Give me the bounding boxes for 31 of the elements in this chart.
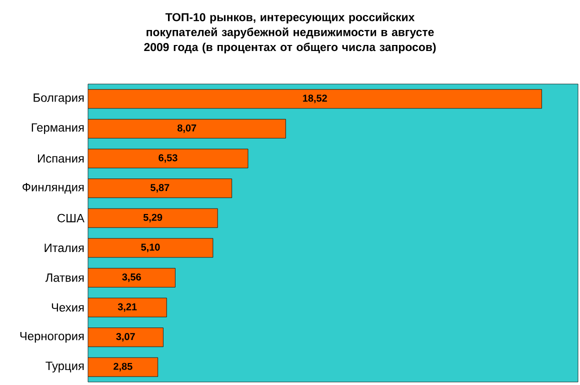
bar	[88, 268, 176, 288]
bar	[88, 208, 218, 228]
y-tick-label: Испания	[38, 154, 84, 163]
bar	[88, 357, 158, 377]
data-label: 3,21	[118, 303, 137, 312]
bar	[88, 178, 232, 198]
y-tick-label: Болгария	[34, 94, 84, 104]
data-label: 18,52	[303, 94, 327, 104]
y-tick-label: США	[58, 214, 84, 222]
y-tick-label: Финляндия	[22, 182, 84, 194]
y-tick-label: Черногория	[20, 332, 84, 343]
data-label: 8,07	[177, 124, 196, 133]
y-tick-label: Турция	[46, 362, 84, 372]
data-label: 5,87	[150, 184, 170, 193]
data-label: 3,56	[122, 273, 141, 282]
bar	[88, 119, 286, 138]
bar	[88, 298, 167, 318]
y-tick-label: Чехия	[52, 303, 84, 312]
bar	[88, 148, 248, 168]
y-tick-label: Германия	[32, 123, 84, 134]
data-label: 5,29	[143, 214, 162, 222]
data-label: 3,07	[116, 333, 135, 342]
data-label: 6,53	[158, 154, 178, 163]
bar	[88, 238, 214, 258]
data-label: 2,85	[114, 362, 132, 372]
data-label: 5,10	[141, 244, 160, 252]
bar	[88, 328, 164, 348]
y-tick-label: Италия	[44, 244, 84, 252]
chart-title: ТОП-10 рынков, интересующих российских покупателей зарубежной недвижимости в августе 2009 года (в процентах от общего числа запросов)	[144, 12, 436, 54]
bar	[88, 89, 542, 109]
y-tick-label: Латвия	[45, 274, 84, 282]
